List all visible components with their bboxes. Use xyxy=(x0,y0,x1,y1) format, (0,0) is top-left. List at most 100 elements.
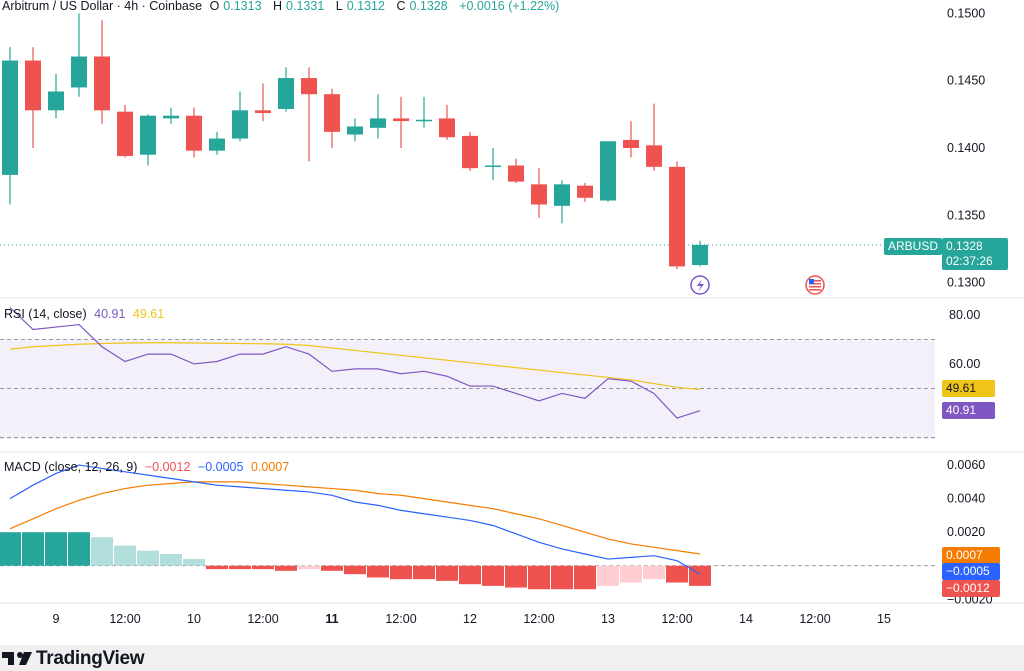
price-tick-label: 0.1500 xyxy=(947,6,985,20)
candle-body xyxy=(531,184,547,205)
candle-body xyxy=(646,145,662,167)
time-tick-label: 12:00 xyxy=(661,612,692,626)
macd-histogram-bar xyxy=(68,532,90,566)
open-label: O xyxy=(209,0,220,13)
macd-histogram-bar xyxy=(275,565,297,571)
rsi-line xyxy=(9,306,701,419)
macd-signal-line xyxy=(9,481,701,555)
candle-body xyxy=(255,110,271,114)
macd-tick-label: 0.0020 xyxy=(947,525,985,539)
macd-histogram-bar xyxy=(505,565,527,588)
candle-body xyxy=(439,118,455,138)
time-tick-label: 12 xyxy=(463,612,477,626)
rsi-legend: RSI (14, close) 40.91 49.61 xyxy=(4,306,168,322)
candle-body xyxy=(485,165,501,167)
macd-histogram-bar xyxy=(183,559,205,566)
open-value: 0.1313 xyxy=(223,0,262,13)
candle-body xyxy=(347,126,363,135)
macd-histogram-bar xyxy=(45,532,67,566)
candle-body xyxy=(278,78,294,109)
candle-body xyxy=(577,185,593,198)
rsi-value: 40.91 xyxy=(94,307,126,321)
rsi-title: RSI (14, close) xyxy=(4,307,87,321)
macd-histogram-bar xyxy=(528,565,550,590)
flash-icon-bolt xyxy=(697,279,704,292)
rsi-tick-label: 80.00 xyxy=(949,308,980,322)
macd-histogram-bar xyxy=(229,565,251,570)
macd-line xyxy=(9,464,701,575)
candle-body xyxy=(393,118,409,122)
price-tick-label: 0.1450 xyxy=(947,74,985,88)
rsi-ma-tag: 49.61 xyxy=(942,380,995,397)
candle-body xyxy=(186,115,202,151)
macd-histogram-bar xyxy=(413,565,435,580)
macd-histogram-bar xyxy=(114,545,136,566)
candle-body xyxy=(232,110,248,139)
macd-histogram-bar xyxy=(551,565,573,590)
signal-tag: 0.0007 xyxy=(942,547,1000,564)
candle-body xyxy=(692,244,708,266)
macd-histogram-bar xyxy=(482,565,504,586)
footer-bar xyxy=(0,645,1024,671)
macd-histogram-bar xyxy=(0,532,21,566)
candle-body xyxy=(416,119,432,122)
last-price-tag: 0.1328 xyxy=(942,238,1008,255)
macd-tick-label: 0.0060 xyxy=(947,458,985,472)
candle-body xyxy=(462,135,478,169)
candle-body xyxy=(600,141,616,201)
macd-legend: MACD (close, 12, 26, 9) −0.0012 −0.0005 … xyxy=(4,459,293,475)
tradingview-logo[interactable]: TradingView xyxy=(2,648,145,670)
brand-name: TradingView xyxy=(36,648,145,669)
candle-body xyxy=(117,111,133,157)
macd-value: −0.0005 xyxy=(197,460,244,474)
macd-histogram-bar xyxy=(321,565,343,571)
macd-histogram-bar xyxy=(390,565,412,580)
macd-histogram-bar xyxy=(298,565,320,570)
price-tick-label: 0.1300 xyxy=(947,276,985,290)
macd-hist-value: −0.0012 xyxy=(144,460,191,474)
macd-histogram-bar xyxy=(252,565,274,570)
candle-body xyxy=(669,166,685,267)
flag-stripe xyxy=(809,280,821,282)
time-tick-label: 11 xyxy=(325,612,338,626)
tradingview-logo-icon xyxy=(2,652,32,665)
flag-stripe xyxy=(809,289,821,291)
candle-body xyxy=(623,139,639,148)
low-value: 0.1312 xyxy=(346,0,385,13)
close-value: 0.1328 xyxy=(409,0,448,13)
time-tick-label: 14 xyxy=(739,612,753,626)
macd-histogram-bar xyxy=(643,565,665,580)
candle-body xyxy=(94,56,110,111)
time-tick-label: 12:00 xyxy=(109,612,140,626)
close-label: C xyxy=(396,0,406,13)
rsi-ma-line xyxy=(9,342,701,391)
macd-histogram-bar xyxy=(367,565,389,578)
macd-histogram-bar xyxy=(436,565,458,581)
flag-circle xyxy=(805,275,825,295)
macd-histogram-bar xyxy=(459,565,481,585)
change-value: +0.0016 (+1.22%) xyxy=(459,0,560,13)
price-tick-label: 0.1400 xyxy=(947,141,985,155)
macd-histogram-bar xyxy=(91,537,113,566)
time-tick-label: 13 xyxy=(601,612,615,626)
candle-body xyxy=(2,60,18,175)
flag-stripe xyxy=(809,286,821,288)
macd-title: MACD (close, 12, 26, 9) xyxy=(4,460,138,474)
macd-histogram-bar xyxy=(137,550,159,566)
macd-histogram-bar xyxy=(689,565,711,586)
time-tick-label: 12:00 xyxy=(799,612,830,626)
time-tick-label: 15 xyxy=(877,612,891,626)
rsi-tag: 40.91 xyxy=(942,402,995,419)
macd-histogram-bar xyxy=(206,565,228,570)
us-flag-icon xyxy=(805,275,825,295)
countdown-tag: 02:37:26 xyxy=(942,253,1008,270)
time-tick-label: 10 xyxy=(187,612,201,626)
macd-histogram-bar xyxy=(597,565,619,586)
time-tick-label: 12:00 xyxy=(385,612,416,626)
symbol-title: Arbitrum / US Dollar · 4h · Coinbase xyxy=(2,0,203,13)
flag-stripe xyxy=(809,283,821,285)
macd-histogram-bar xyxy=(666,565,688,583)
candle-body xyxy=(209,138,225,151)
flag-canton xyxy=(809,279,814,284)
